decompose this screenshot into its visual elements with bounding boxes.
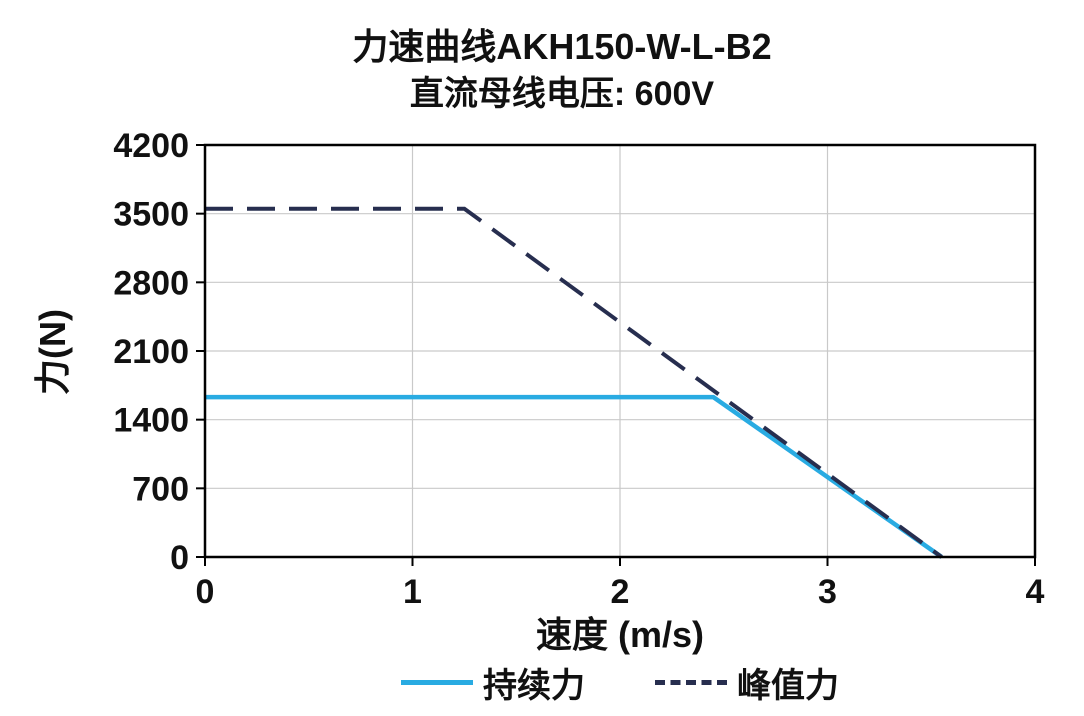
peak-force-line-swatch xyxy=(655,680,727,685)
y-tick-label: 1400 xyxy=(113,402,189,440)
y-tick-label: 2100 xyxy=(113,333,189,371)
x-tick-label: 1 xyxy=(403,573,422,611)
chart-legend: 持续力 峰值力 xyxy=(205,658,1035,707)
chart-title-block: 力速曲线AKH150-W-L-B2 直流母线电压: 600V xyxy=(40,24,1084,116)
y-tick-label: 0 xyxy=(170,539,189,577)
legend-item-continuous: 持续力 xyxy=(401,658,585,707)
series-line-0 xyxy=(205,394,943,559)
x-axis-label: 速度 (m/s) xyxy=(535,614,704,655)
legend-label-peak: 峰值力 xyxy=(737,667,839,705)
y-tick-label: 3500 xyxy=(113,196,189,234)
x-tick-label: 0 xyxy=(196,573,215,611)
legend-item-peak: 峰值力 xyxy=(655,658,839,707)
series-line-1 xyxy=(205,206,943,559)
x-tick-label: 4 xyxy=(1026,573,1045,611)
continuous-force-line-swatch xyxy=(401,680,473,685)
legend-label-continuous: 持续力 xyxy=(483,667,585,705)
y-tick-label: 700 xyxy=(132,470,189,508)
chart-title: 力速曲线AKH150-W-L-B2 xyxy=(352,26,772,67)
chart-subtitle: 直流母线电压: 600V xyxy=(409,75,715,113)
x-tick-label: 3 xyxy=(818,573,837,611)
y-tick-label: 4200 xyxy=(113,127,189,165)
x-tick-label: 2 xyxy=(611,573,630,611)
chart-plot: 0 1 2 3 4 0 700 1400 2100 2800 3500 4200 xyxy=(113,127,1045,611)
y-tick-label: 2800 xyxy=(113,264,189,302)
